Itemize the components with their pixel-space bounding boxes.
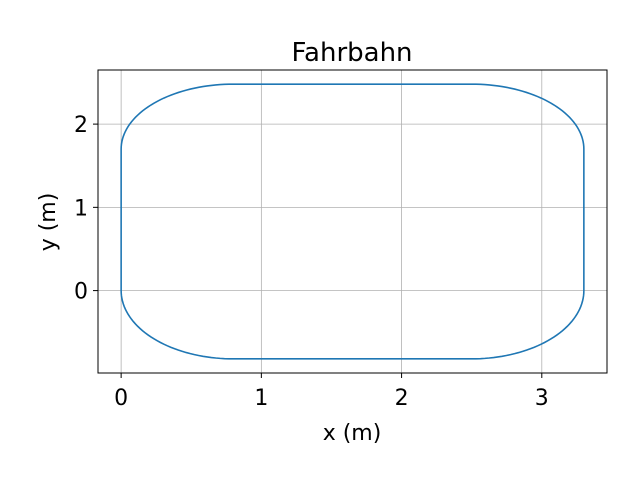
y-tick-label: 1 <box>74 196 88 221</box>
chart-title: Fahrbahn <box>291 38 412 68</box>
y-tick-label: 0 <box>74 280 88 305</box>
grid-lines <box>98 70 607 373</box>
plot-frame <box>97 69 608 374</box>
axis-ticks: 0 1 2 3 0 1 2 <box>74 113 549 411</box>
y-tick-label: 2 <box>74 113 88 138</box>
x-axis-label: x (m) <box>323 421 382 446</box>
x-tick-label: 1 <box>254 386 268 411</box>
series-line-track <box>120 83 585 360</box>
x-tick-label: 2 <box>395 386 409 411</box>
x-tick-label: 3 <box>535 386 549 411</box>
y-axis-label: y (m) <box>36 193 61 252</box>
x-tick-label: 0 <box>114 386 128 411</box>
